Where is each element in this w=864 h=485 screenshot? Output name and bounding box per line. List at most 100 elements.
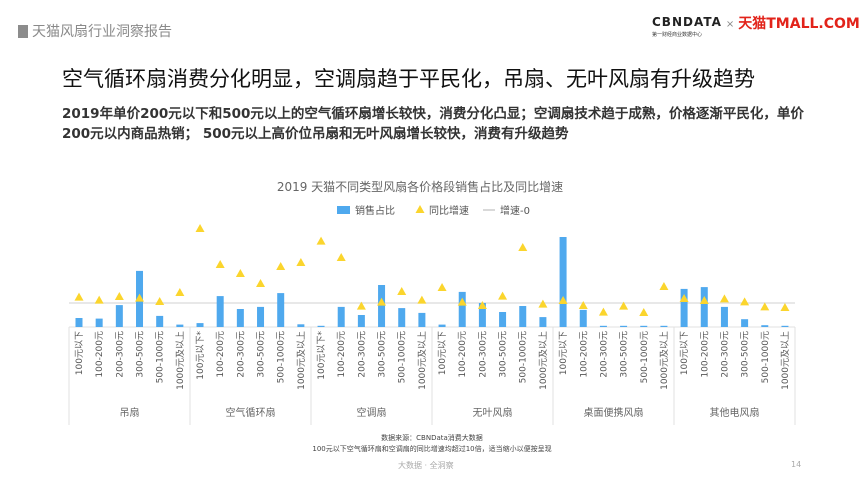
tick-label: 300-500元: [378, 331, 388, 378]
share-bar: [337, 306, 345, 327]
data-source: 数据来源：CBNData消费大数据: [381, 434, 483, 442]
share-bar: [478, 303, 486, 327]
share-bar: [257, 306, 265, 327]
share-bar: [741, 319, 749, 327]
share-bar: [236, 309, 244, 327]
growth-marker: [518, 243, 528, 251]
growth-marker: [639, 308, 649, 316]
share-bar: [720, 306, 728, 327]
share-bar: [216, 296, 224, 327]
share-bar: [781, 325, 789, 327]
share-bar: [378, 285, 386, 327]
share-bar: [680, 288, 688, 327]
group-label: 桌面便携风扇: [584, 406, 644, 419]
tick-label: 1000元及以上: [780, 331, 791, 390]
tick-label: 200-300元: [357, 331, 367, 378]
tick-label: 1000元及以上: [296, 331, 307, 390]
growth-marker: [457, 297, 467, 306]
page-number: 14: [791, 460, 802, 469]
growth-marker: [377, 297, 387, 306]
growth-marker: [74, 292, 84, 301]
brand-logos: CBNDATA 第一财经商业数据中心 × 天猫TMALL.COM: [652, 16, 860, 42]
growth-marker: [336, 253, 346, 261]
header-square-icon: [18, 24, 28, 38]
share-bar: [559, 237, 567, 327]
tick-label: 500-1000元: [640, 331, 650, 383]
tick-label: 1000元及以上: [417, 331, 428, 390]
growth-marker: [417, 295, 427, 304]
report-title: 天猫风扇行业洞察报告: [32, 24, 172, 40]
share-bar: [539, 317, 547, 327]
logo-separator: ×: [725, 19, 735, 30]
growth-marker: [578, 301, 588, 309]
tick-label: 300-500元: [620, 331, 630, 378]
legend-zero-label: 增速-0: [500, 204, 530, 217]
growth-marker: [155, 297, 165, 305]
group-label: 空气循环扇: [226, 406, 276, 419]
tick-label: 200-300元: [720, 331, 730, 378]
group-label: 吊扇: [120, 406, 140, 419]
tick-label: 100元以下: [438, 331, 448, 375]
tick-label: 200-300元: [599, 331, 609, 378]
growth-marker: [94, 295, 104, 304]
tick-label: 100元以下: [680, 331, 690, 375]
share-bar: [156, 315, 164, 327]
legend-growth-label: 同比增速: [429, 204, 469, 217]
growth-marker: [114, 292, 124, 300]
share-bar: [519, 306, 527, 327]
tick-label: 500-1000元: [519, 331, 529, 383]
chart: 2019 天猫不同类型风扇各价格段销售占比及同比增速 销售占比 同比增速 增速-…: [68, 179, 796, 425]
share-bar: [660, 325, 668, 327]
tick-label: 500-1000元: [277, 331, 287, 383]
share-bar: [458, 291, 466, 327]
share-bar: [297, 324, 305, 327]
cbndata-logo: CBNDATA 第一财经商业数据中心: [652, 15, 722, 39]
share-bar: [640, 325, 648, 327]
share-bar: [75, 318, 83, 327]
tick-label: 100元以下: [75, 331, 85, 375]
growth-marker: [356, 301, 366, 310]
tick-label: 1000元及以上: [538, 331, 549, 390]
growth-marker: [659, 282, 669, 290]
share-bar: [196, 323, 204, 327]
report-header: 天猫风扇行业洞察报告: [18, 21, 172, 41]
tick-label: 100元以下: [559, 331, 569, 375]
legend-share-label: 销售占比: [355, 204, 395, 217]
growth-marker: [498, 291, 508, 300]
growth-marker: [316, 236, 326, 245]
tick-label: 200-300元: [115, 331, 125, 378]
share-bar: [438, 324, 446, 327]
growth-marker: [760, 302, 770, 311]
share-bar: [95, 318, 103, 327]
growth-marker: [437, 283, 447, 291]
tick-label: 1000元及以上: [175, 331, 186, 390]
tick-label: 100-200元: [579, 331, 589, 378]
share-bar: [418, 312, 426, 327]
tmall-logo: 天猫TMALL.COM: [738, 16, 860, 32]
tick-label: 300-500元: [136, 331, 146, 378]
growth-marker: [780, 303, 790, 311]
growth-marker: [235, 269, 245, 277]
growth-marker: [256, 279, 266, 287]
share-bar: [599, 325, 607, 327]
share-bar: [579, 309, 587, 327]
growth-marker: [195, 224, 205, 232]
tick-label: 100-200元: [337, 331, 347, 378]
headline: 空气循环扇消费分化明显，空调扇趋于平民化，吊扇、无叶风扇有升级趋势: [62, 67, 755, 91]
growth-marker: [175, 288, 185, 296]
growth-marker: [619, 301, 629, 310]
share-bar: [277, 293, 285, 327]
tick-label: 1000元及以上: [659, 331, 670, 390]
legend: 销售占比 同比增速 增速-0: [337, 204, 530, 217]
growth-marker: [477, 301, 487, 309]
tick-label: 200-300元: [478, 331, 488, 378]
group-label: 无叶风扇: [473, 406, 513, 419]
growth-marker: [397, 287, 407, 295]
tick-label: 500-1000元: [156, 331, 166, 383]
growth-marker: [598, 307, 608, 316]
share-bar: [176, 324, 184, 327]
share-bar: [115, 305, 123, 327]
growth-marker: [135, 293, 145, 302]
tick-label: 500-1000元: [761, 331, 771, 383]
tick-label: 500-1000元: [398, 331, 408, 383]
